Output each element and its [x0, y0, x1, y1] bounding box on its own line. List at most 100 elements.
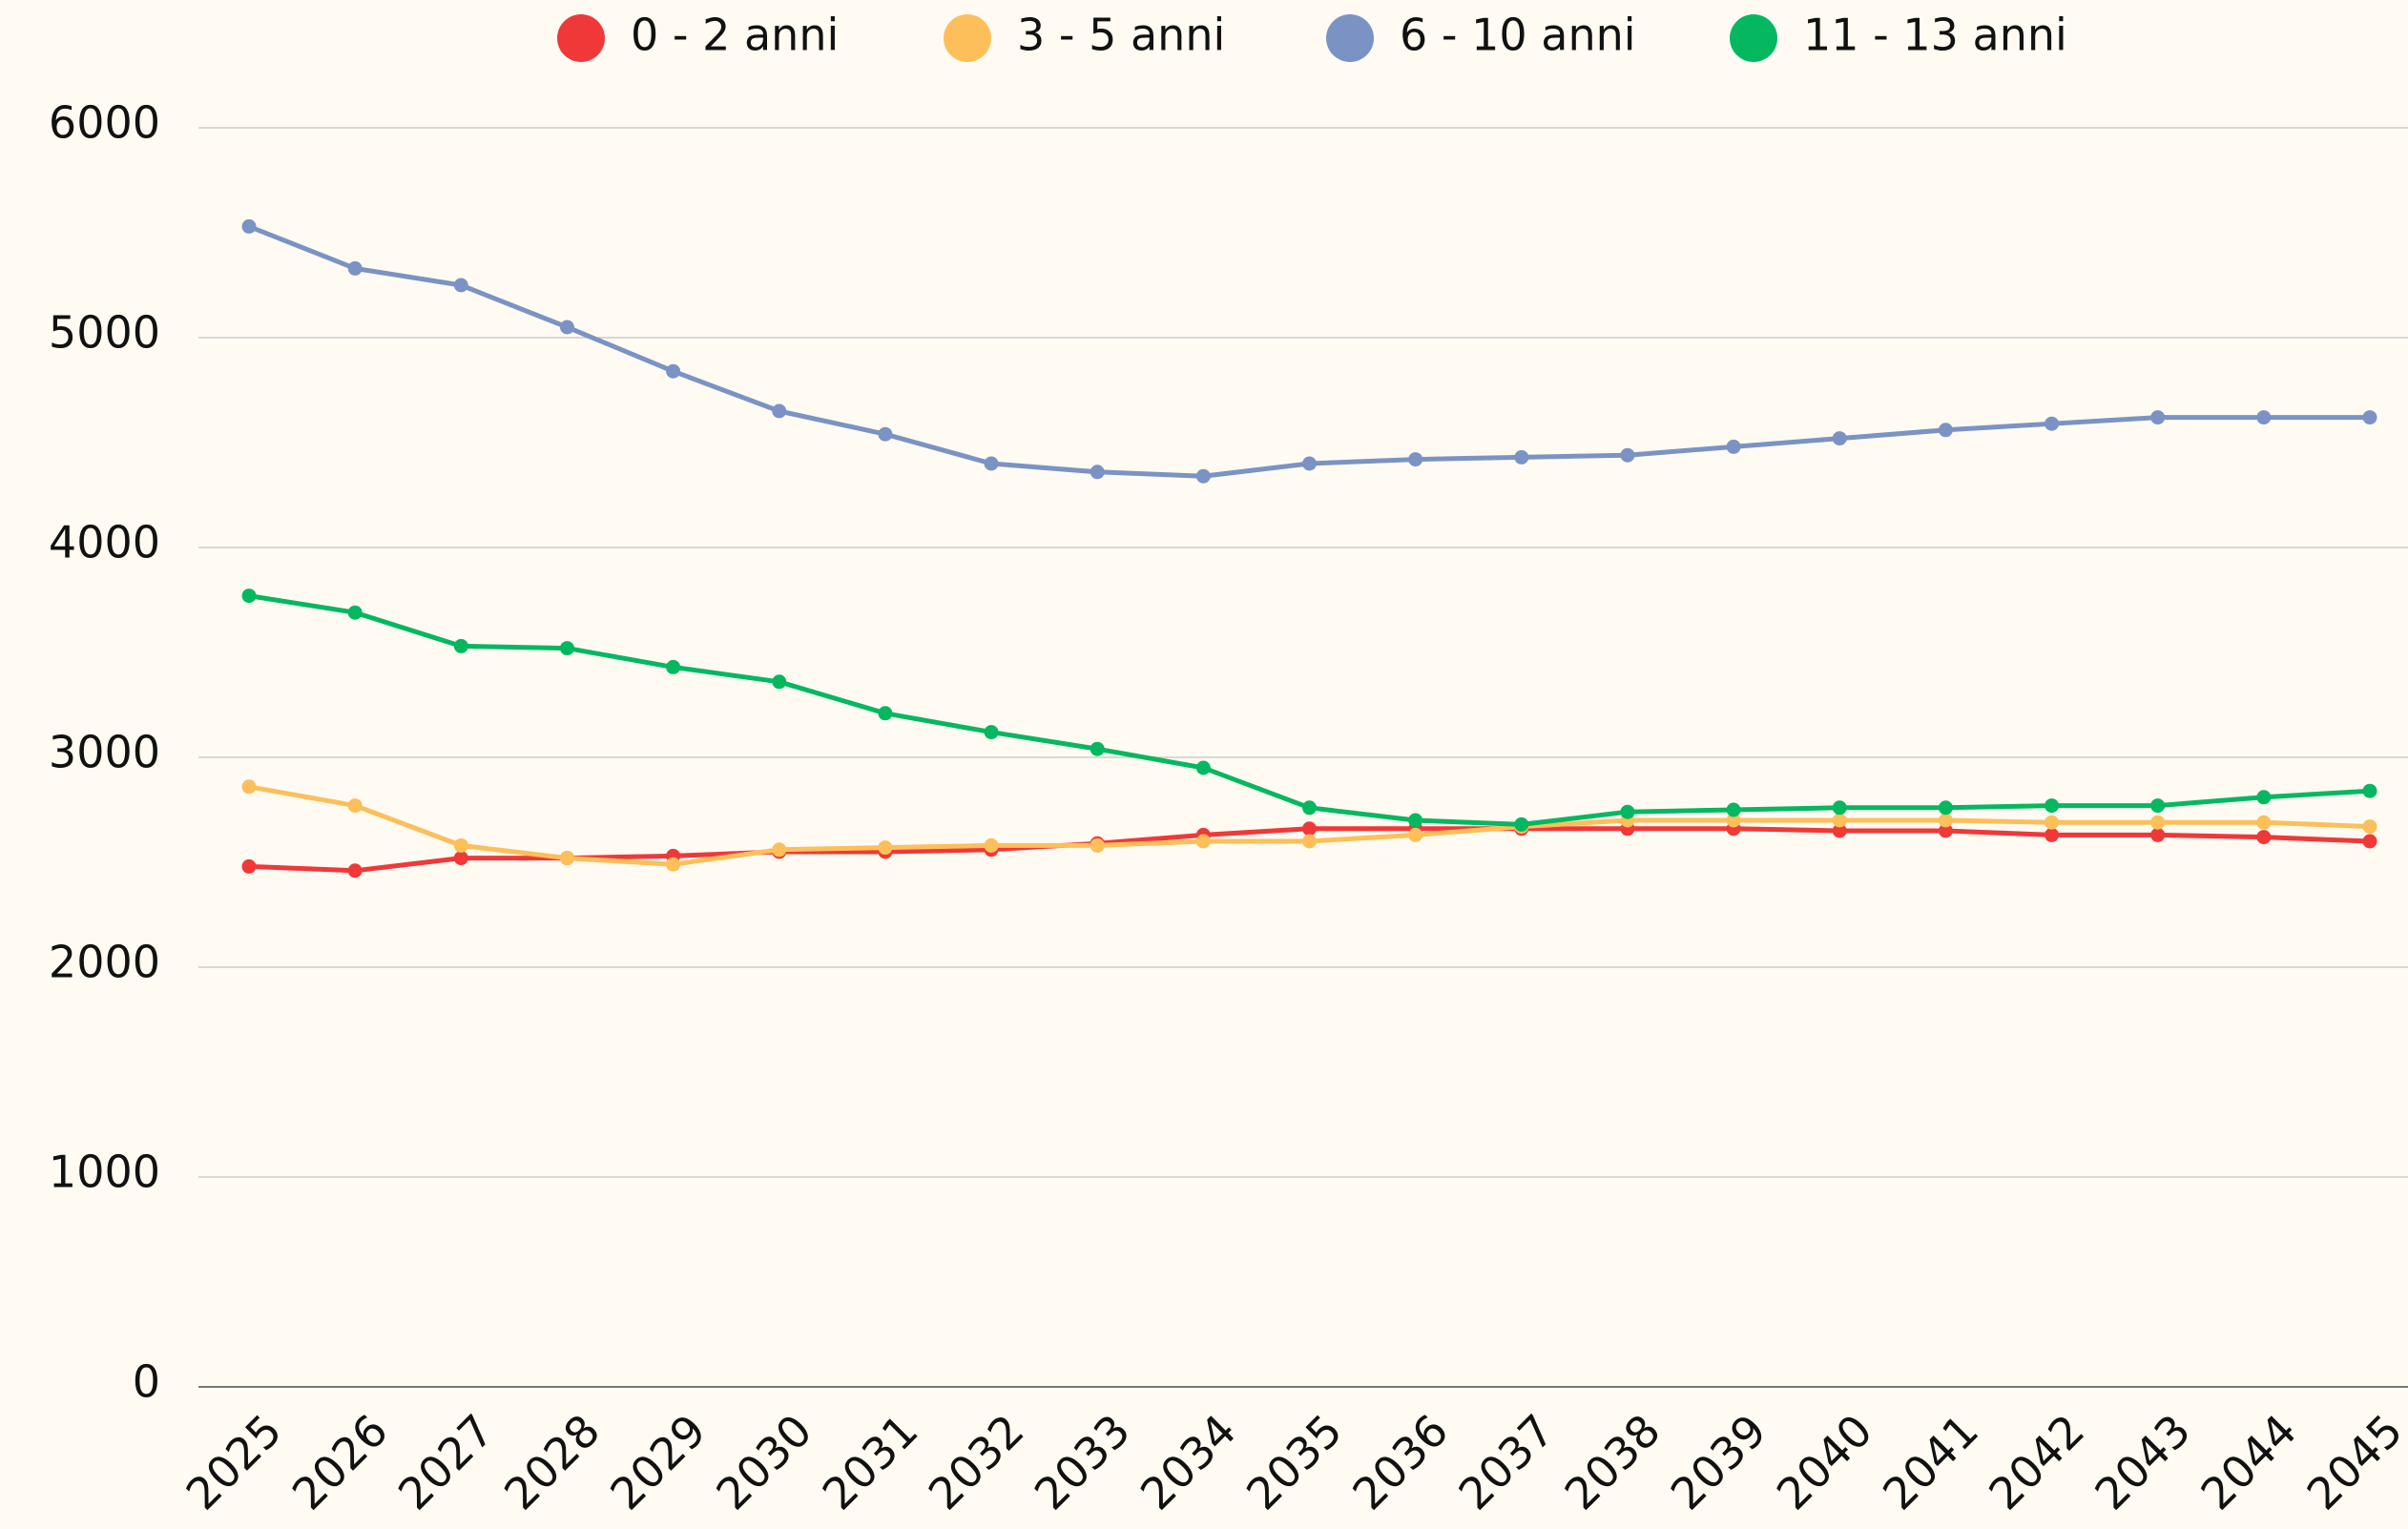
y-tick-label: 4000 — [49, 517, 160, 568]
point — [666, 857, 681, 872]
point — [2045, 798, 2060, 814]
point — [1832, 813, 1847, 828]
point — [241, 779, 257, 795]
point — [453, 638, 468, 653]
point — [347, 863, 363, 878]
point — [2256, 815, 2272, 830]
x-tick-label: 2028 — [494, 1404, 610, 1519]
point — [1832, 431, 1847, 446]
point — [984, 456, 999, 471]
series-line — [248, 593, 2371, 827]
point — [1090, 741, 1105, 756]
y-tick-label: 2000 — [49, 937, 160, 988]
point — [1726, 439, 1741, 454]
legend-marker — [557, 14, 605, 62]
point — [772, 674, 787, 690]
point — [453, 851, 468, 866]
point — [2150, 827, 2166, 842]
point — [1195, 468, 1211, 484]
point — [1302, 821, 1317, 837]
point — [2256, 790, 2272, 805]
point — [1090, 837, 1105, 853]
point — [1832, 800, 1847, 816]
point — [453, 837, 468, 853]
point — [2150, 815, 2166, 830]
x-tick-label: 2025 — [176, 1404, 292, 1519]
point — [2150, 410, 2166, 425]
point — [1302, 456, 1317, 471]
point — [2362, 410, 2377, 425]
point — [1514, 449, 1529, 465]
x-tick-label: 2033 — [1025, 1404, 1140, 1519]
x-tick-label: 2041 — [1873, 1404, 1988, 1519]
point — [1938, 823, 1953, 838]
point — [666, 363, 681, 379]
point — [1726, 802, 1741, 817]
point — [1620, 804, 1635, 819]
x-tick-label: 2044 — [2190, 1404, 2306, 1519]
legend-label: 3 - 5 anni — [1017, 10, 1225, 61]
point — [1938, 813, 1953, 828]
point — [559, 641, 574, 656]
x-tick-label: 2042 — [1979, 1404, 2094, 1519]
point — [2362, 783, 2377, 798]
point — [241, 589, 257, 604]
legend-marker — [944, 14, 991, 62]
point — [984, 837, 999, 853]
x-tick-label: 2043 — [2085, 1404, 2200, 1519]
x-tick-label: 2036 — [1342, 1404, 1458, 1519]
point — [559, 851, 574, 866]
point — [772, 842, 787, 857]
point — [666, 659, 681, 674]
y-tick-label: 3000 — [49, 727, 160, 778]
point — [2045, 827, 2060, 842]
x-tick-label: 2038 — [1555, 1404, 1671, 1519]
point — [1620, 447, 1635, 463]
legend-marker — [1326, 14, 1374, 62]
point — [241, 218, 257, 234]
legend-label: 0 - 2 anni — [631, 10, 839, 61]
point — [1408, 813, 1423, 828]
x-tick-label: 2027 — [388, 1404, 504, 1519]
point — [878, 706, 893, 721]
y-tick-label: 6000 — [49, 97, 160, 149]
point — [559, 320, 574, 335]
point — [1408, 452, 1423, 467]
point — [878, 426, 893, 442]
point — [878, 840, 893, 856]
point — [2256, 410, 2272, 425]
point — [2362, 834, 2377, 849]
point — [1938, 423, 1953, 438]
point — [772, 403, 787, 419]
point — [1195, 760, 1211, 775]
point — [1938, 800, 1953, 816]
point — [1302, 834, 1317, 849]
x-tick-label: 2037 — [1448, 1404, 1564, 1519]
x-tick-label: 2029 — [600, 1404, 716, 1519]
point — [2045, 815, 2060, 830]
legend-marker — [1730, 14, 1777, 62]
point — [984, 725, 999, 740]
point — [1408, 827, 1423, 842]
point — [2045, 416, 2060, 431]
point — [453, 278, 468, 293]
y-tick-label: 5000 — [49, 307, 160, 359]
legend-label: 6 - 10 anni — [1400, 10, 1636, 61]
point — [1090, 465, 1105, 480]
y-tick-label: 1000 — [49, 1147, 160, 1198]
x-tick-label: 2026 — [282, 1404, 398, 1519]
x-tick-label: 2045 — [2297, 1404, 2408, 1519]
x-tick-label: 2035 — [1236, 1404, 1352, 1519]
y-tick-label: 0 — [133, 1356, 160, 1408]
point — [347, 798, 363, 814]
legend-label: 11 - 13 anni — [1803, 10, 2067, 61]
point — [1832, 823, 1847, 838]
x-tick-label: 2030 — [706, 1404, 821, 1519]
point — [241, 858, 257, 874]
point — [2362, 819, 2377, 835]
point — [1514, 816, 1529, 832]
series-line — [248, 224, 2370, 479]
point — [347, 260, 363, 276]
point — [2256, 830, 2272, 845]
